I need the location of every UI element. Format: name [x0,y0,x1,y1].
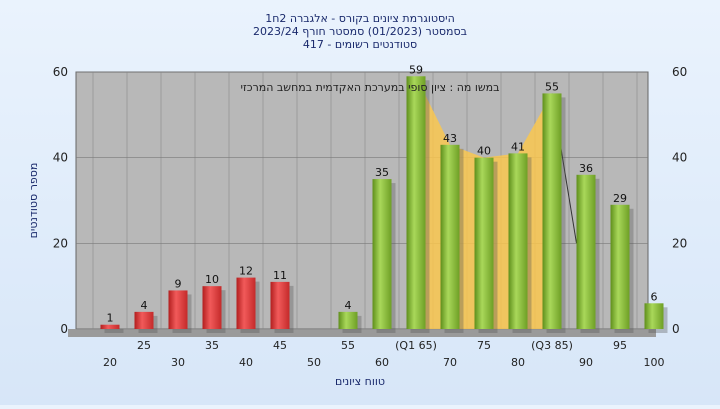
chart-title-line: בסמסטר (01/2023) סמסטר חורף 2023/24 [253,25,467,38]
x-tick-label: 35 [205,339,219,352]
chart-annotation: במשו מה : ציון סופי במערכת האקדמית במחשב… [240,81,499,94]
bar [542,93,562,330]
x-tick-label: 25 [137,339,151,352]
bar [134,311,154,329]
bar-value-label: 35 [375,166,389,179]
y-tick-right: 0 [672,322,680,336]
y-tick-right: 20 [672,236,687,250]
bar-value-label: 9 [175,277,182,290]
x-tick-label: 45 [273,339,287,352]
bar-value-label: 59 [409,63,423,76]
x-tick-label: 90 [579,356,593,369]
bar-value-label: 36 [579,162,593,175]
x-tick-label: 50 [307,356,321,369]
y-tick-left: 60 [53,65,68,79]
bar-value-label: 1 [107,312,114,325]
x-tick-label: (Q3 85) [531,339,573,352]
bar [474,157,494,329]
x-tick-label: (Q1 65) [395,339,437,352]
x-tick-label: 55 [341,339,355,352]
bar-value-label: 4 [345,299,352,312]
bar-value-label: 43 [443,132,457,145]
x-tick-label: 100 [644,356,665,369]
y-tick-left: 0 [60,322,68,336]
bar [168,290,188,329]
x-tick-label: 95 [613,339,627,352]
bar [202,286,222,329]
bar-value-label: 40 [477,145,491,158]
bar-value-label: 41 [511,140,525,153]
bar [236,277,256,329]
x-tick-label: 70 [443,356,457,369]
bar [372,179,392,329]
x-tick-label: 30 [171,356,185,369]
chart-title-line: סטודנטים רשומים - 417 [303,38,417,51]
bar [644,303,664,329]
y-tick-right: 40 [672,151,687,165]
y-tick-left: 40 [53,151,68,165]
bar [270,281,290,329]
bar [406,76,426,330]
bar-value-label: 12 [239,265,253,278]
x-tick-label: 80 [511,356,525,369]
bar-value-label: 29 [613,192,627,205]
plot-floor [68,329,656,337]
bar [508,153,528,329]
x-tick-label: 40 [239,356,253,369]
bar-value-label: 4 [141,299,148,312]
y-tick-right: 60 [672,65,687,79]
x-axis-label: טווח ציונים [335,375,385,388]
bar [338,311,358,329]
bar-value-label: 6 [651,290,658,303]
x-tick-label: 60 [375,356,389,369]
bar [576,174,596,329]
bar [100,324,120,329]
y-tick-left: 20 [53,236,68,250]
bar-value-label: 11 [273,269,287,282]
bar-shadow [104,328,124,333]
y-axis-label: מספר סטודנטים [27,163,40,239]
bar [440,144,460,329]
x-tick-label: 20 [103,356,117,369]
chart-title-line: היסטוגרמת ציונים בקורס - אלגברה 2ח1 [265,12,455,25]
bar [610,204,630,329]
x-tick-label: 75 [477,339,491,352]
bar-value-label: 55 [545,80,559,93]
bar-value-label: 10 [205,273,219,286]
